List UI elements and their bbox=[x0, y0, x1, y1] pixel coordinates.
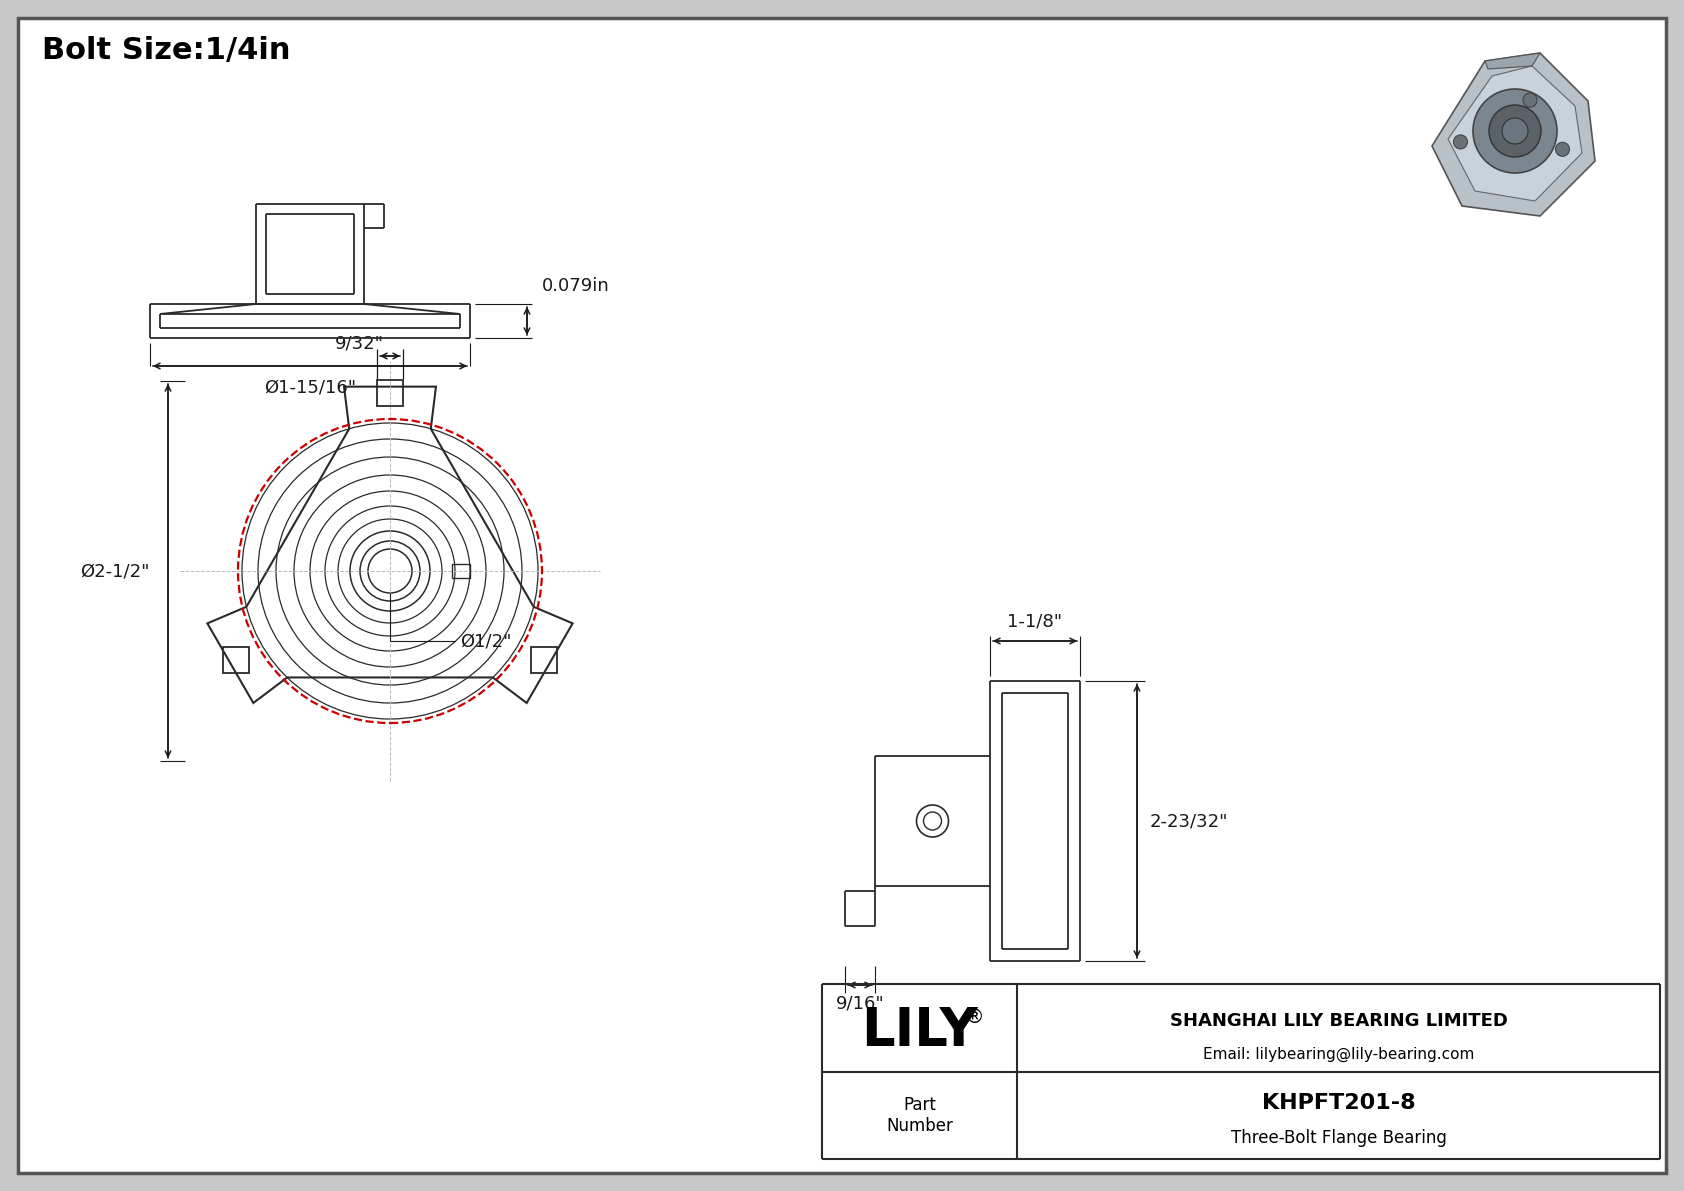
Text: 9/16": 9/16" bbox=[835, 994, 884, 1012]
Circle shape bbox=[1474, 89, 1558, 173]
Text: SHANGHAI LILY BEARING LIMITED: SHANGHAI LILY BEARING LIMITED bbox=[1170, 1011, 1507, 1030]
Text: 9/32": 9/32" bbox=[335, 333, 384, 353]
Text: Three-Bolt Flange Bearing: Three-Bolt Flange Bearing bbox=[1231, 1129, 1447, 1147]
Text: Bolt Size:1/4in: Bolt Size:1/4in bbox=[42, 36, 291, 66]
Text: Ø1-15/16": Ø1-15/16" bbox=[264, 379, 355, 397]
Polygon shape bbox=[1485, 54, 1539, 69]
Text: KHPFT201-8: KHPFT201-8 bbox=[1261, 1093, 1415, 1114]
Circle shape bbox=[1489, 105, 1541, 157]
Text: Ø2-1/2": Ø2-1/2" bbox=[81, 562, 150, 580]
Polygon shape bbox=[1431, 54, 1595, 216]
Circle shape bbox=[1556, 142, 1569, 156]
FancyBboxPatch shape bbox=[19, 18, 1665, 1173]
Circle shape bbox=[1502, 118, 1527, 144]
Text: LILY: LILY bbox=[861, 1005, 978, 1058]
Text: Part
Number: Part Number bbox=[886, 1096, 953, 1135]
Text: 0.079in: 0.079in bbox=[542, 278, 610, 295]
Text: ®: ® bbox=[965, 1008, 985, 1027]
Text: 2-23/32": 2-23/32" bbox=[1150, 812, 1229, 830]
Circle shape bbox=[1522, 93, 1537, 107]
Text: Email: lilybearing@lily-bearing.com: Email: lilybearing@lily-bearing.com bbox=[1202, 1047, 1474, 1061]
Bar bbox=[451, 565, 470, 578]
Polygon shape bbox=[1448, 66, 1581, 201]
Text: Ø1/2": Ø1/2" bbox=[460, 632, 512, 650]
Circle shape bbox=[1453, 135, 1467, 149]
Text: 1-1/8": 1-1/8" bbox=[1007, 612, 1063, 630]
